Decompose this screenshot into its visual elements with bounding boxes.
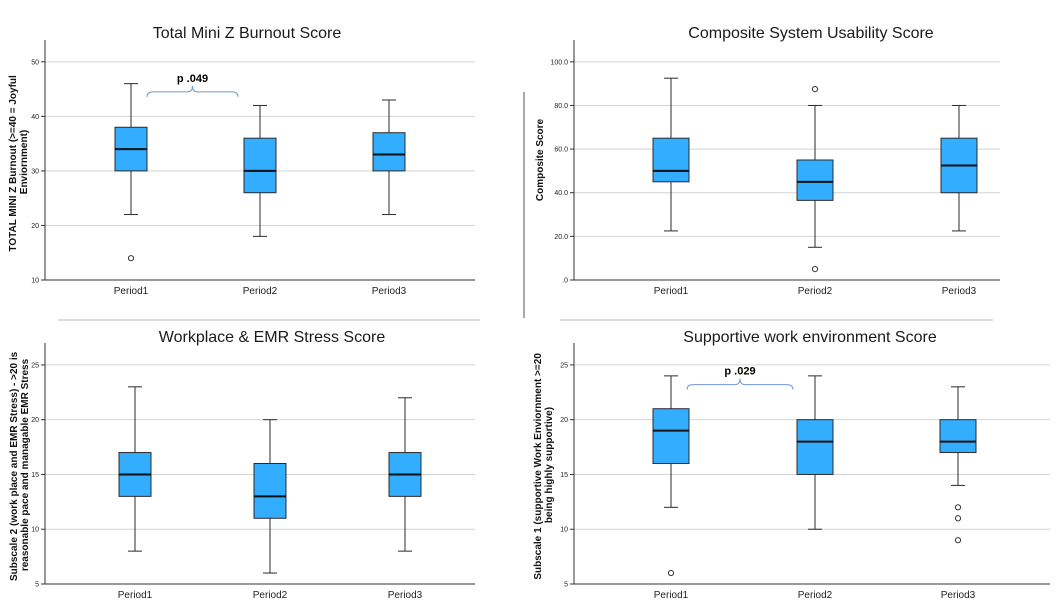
significance-label: p .029	[724, 366, 755, 378]
panel-mini-z-burnout: Total Mini Z Burnout Score TOTAL MINI Z …	[8, 25, 475, 297]
box-period2	[253, 419, 287, 574]
y-tick-label: 25	[31, 362, 39, 369]
y-tick-label: 25	[560, 362, 568, 369]
box-period1	[114, 83, 148, 262]
y-tick-label: 20	[560, 417, 568, 424]
x-tick-label: Period1	[654, 590, 689, 601]
iqr-box	[796, 159, 834, 201]
significance-bracket	[686, 378, 794, 390]
iqr-box	[243, 137, 277, 194]
iqr-box	[652, 137, 690, 183]
chart-title: Composite System Usability Score	[688, 25, 934, 42]
outlier-point	[954, 504, 962, 511]
y-tick-label: 10	[560, 527, 568, 534]
outlier-point	[127, 255, 135, 262]
iqr-box	[372, 132, 406, 172]
y-tick-label: 15	[31, 472, 39, 479]
box-period1	[652, 375, 690, 577]
box-period1	[118, 386, 152, 552]
x-tick-label: Period1	[118, 590, 153, 601]
box-period2	[243, 104, 277, 237]
y-tick-label: 60.0	[554, 147, 568, 154]
significance-bracket	[146, 85, 239, 97]
y-tick-label: 50	[31, 59, 39, 66]
y-tick-label: 40.0	[554, 190, 568, 197]
iqr-box	[652, 408, 690, 464]
iqr-box	[253, 463, 287, 519]
chart-title: Supportive work environment Score	[683, 329, 937, 346]
y-tick-label: 80.0	[554, 103, 568, 110]
outlier-point	[811, 85, 819, 93]
outlier-point	[811, 265, 819, 273]
box-period2	[796, 85, 834, 273]
panel-system-usability: Composite System Usability Score Composi…	[535, 25, 1000, 297]
x-tick-label: Period2	[798, 590, 833, 601]
iqr-box	[796, 419, 834, 475]
y-tick-label: 100.0	[550, 59, 568, 66]
box-period2	[796, 375, 834, 530]
x-tick-label: Period1	[114, 286, 149, 297]
y-axis-label: Composite Score	[535, 118, 546, 201]
box-period1	[652, 77, 690, 232]
panel-supportive-work-environment: Supportive work environment Score Subsca…	[533, 329, 1050, 601]
y-axis-label: TOTAL MINI Z Burnout (>=40 = Joyful Envi…	[8, 72, 30, 251]
y-tick-label: 5	[564, 582, 568, 589]
y-tick-label: 15	[560, 472, 568, 479]
significance-label: p .049	[177, 73, 208, 85]
x-tick-label: Period2	[798, 286, 833, 297]
box-period3	[372, 99, 406, 216]
y-tick-label: 10	[31, 278, 39, 285]
box-period3	[939, 386, 977, 544]
y-tick-label: 5	[35, 582, 39, 589]
box-period3	[388, 397, 422, 552]
box-period3	[940, 104, 978, 232]
x-tick-label: Period1	[654, 286, 689, 297]
y-tick-label: 20	[31, 223, 39, 230]
chart-title: Workplace & EMR Stress Score	[159, 329, 386, 346]
outlier-point	[954, 537, 962, 544]
iqr-box	[939, 419, 977, 454]
x-tick-label: Period3	[941, 590, 976, 601]
y-tick-label: .0	[562, 278, 568, 285]
y-tick-label: 10	[31, 527, 39, 534]
y-tick-label: 20.0	[554, 234, 568, 241]
outlier-point	[667, 569, 675, 577]
x-tick-label: Period3	[372, 286, 407, 297]
x-tick-label: Period2	[253, 590, 288, 601]
y-tick-label: 40	[31, 114, 39, 121]
x-tick-label: Period3	[942, 286, 977, 297]
y-axis-label: Subscale 2 (work place and EMR Stress) -…	[9, 349, 31, 581]
y-tick-label: 30	[31, 168, 39, 175]
x-tick-label: Period3	[388, 590, 423, 601]
y-tick-label: 20	[31, 417, 39, 424]
chart-title: Total Mini Z Burnout Score	[153, 25, 342, 42]
x-tick-label: Period2	[243, 286, 278, 297]
y-axis-label: Subscale 1 (supportive Work Enviornment …	[533, 350, 555, 579]
panel-workplace-emr-stress: Workplace & EMR Stress Score Subscale 2 …	[9, 329, 475, 601]
outlier-point	[954, 515, 962, 522]
